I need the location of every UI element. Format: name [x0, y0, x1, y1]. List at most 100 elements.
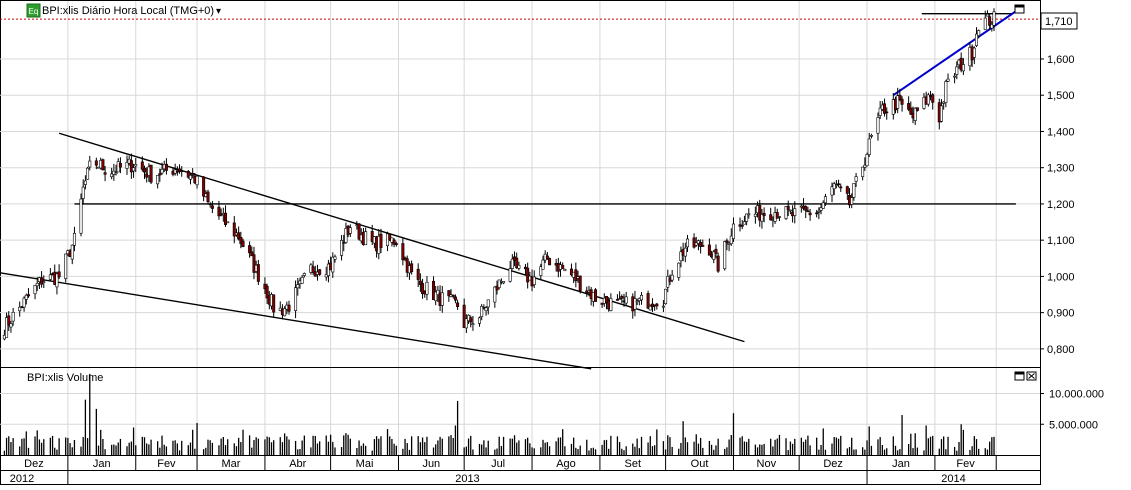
chart-header[interactable]: Eq BPI:xlis Diário Hora Local (TMG+0) ▾ [26, 3, 221, 18]
candle [283, 306, 287, 317]
candle [648, 304, 652, 311]
candle-body [7, 315, 11, 326]
candle-body [885, 111, 889, 114]
candle [447, 290, 451, 302]
y-tick-label: 1,500 [1047, 90, 1075, 102]
candle [206, 189, 210, 205]
candle-body [311, 266, 315, 273]
candle [913, 107, 917, 125]
candle [453, 294, 457, 304]
candle-body [180, 170, 184, 173]
candle-body [832, 183, 836, 190]
candle [959, 52, 963, 73]
candle [694, 236, 698, 247]
candle-body [837, 183, 841, 186]
candle [823, 193, 827, 206]
candle-body [24, 294, 28, 300]
chevron-down-icon[interactable]: ▾ [216, 6, 221, 17]
candle [134, 157, 138, 173]
candle-body [418, 280, 422, 285]
candle-body [250, 251, 254, 257]
candle-body [716, 255, 720, 272]
candle [440, 285, 444, 313]
candle [834, 180, 838, 189]
candle-body [175, 170, 179, 173]
candle-body [712, 251, 716, 260]
candle-body [410, 263, 414, 273]
candle [502, 281, 506, 285]
candle-body [206, 191, 210, 203]
window-restore-icon[interactable] [1014, 4, 1025, 14]
candle-body [11, 312, 15, 322]
candle-body [946, 78, 950, 82]
candle [83, 175, 87, 190]
candle-body [451, 294, 455, 297]
candle-body [471, 323, 475, 325]
candle-body [425, 281, 429, 295]
candle [953, 72, 957, 84]
candle-body [300, 277, 304, 284]
candle [248, 241, 252, 258]
equity-badge-label: Eq [29, 7, 39, 16]
candle [403, 256, 407, 262]
candle-body [648, 305, 652, 311]
candle [300, 275, 304, 284]
candle [839, 183, 843, 192]
candle [340, 234, 344, 261]
candle [666, 269, 670, 293]
window-restore-icon[interactable] [1014, 371, 1025, 381]
candles [2, 8, 996, 341]
candle-body [129, 160, 133, 173]
candle [331, 252, 335, 278]
candle [685, 234, 689, 252]
candle-body [357, 223, 361, 240]
candle-body [232, 222, 236, 237]
candle-body [379, 233, 383, 248]
candle-body [635, 300, 639, 303]
candle-body [26, 294, 30, 297]
candle [883, 98, 887, 117]
candle-body [545, 255, 549, 259]
close-icon[interactable] [1026, 371, 1037, 381]
candle [677, 262, 681, 281]
candle [252, 246, 256, 280]
blue-trendline [892, 7, 1021, 97]
candle-body [655, 303, 659, 307]
candle [878, 101, 882, 119]
candle-body [237, 232, 241, 240]
candle-body [178, 168, 182, 172]
candle [333, 254, 337, 263]
candle [609, 293, 613, 312]
candle-body [834, 184, 838, 186]
candle [646, 290, 650, 310]
channel-lower-line [0, 272, 592, 370]
candle-body [296, 284, 300, 289]
candle [101, 158, 105, 171]
candle-body [81, 186, 85, 199]
candle [237, 226, 241, 241]
candle [863, 157, 867, 171]
candle-body [239, 236, 243, 244]
candle-body [861, 166, 865, 177]
candle [239, 231, 243, 249]
candle [712, 250, 716, 264]
candle [486, 299, 490, 315]
candle [961, 58, 965, 75]
candle-body [287, 304, 291, 312]
candle-body [869, 135, 873, 137]
candle-body [747, 213, 751, 216]
candle-body [863, 164, 867, 168]
candle [508, 260, 512, 283]
candle-body [760, 214, 764, 222]
candle [635, 298, 639, 306]
candle-body [762, 212, 766, 217]
candle-body [784, 206, 788, 219]
candle-body [480, 306, 484, 318]
candle-body [808, 212, 812, 216]
candle-body [502, 281, 506, 284]
candle [618, 291, 622, 300]
candle-body [55, 273, 59, 288]
candle [762, 207, 766, 223]
candle [421, 278, 425, 299]
candle [140, 156, 144, 172]
